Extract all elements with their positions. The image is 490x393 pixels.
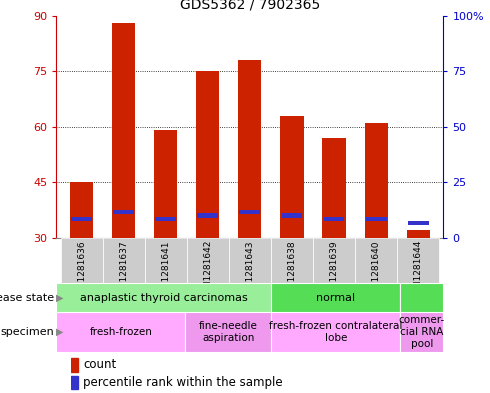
Text: GSM1281637: GSM1281637 — [119, 240, 128, 301]
Bar — [112, 23, 135, 238]
Bar — [323, 217, 344, 222]
Bar — [70, 182, 93, 238]
Text: GSM1281638: GSM1281638 — [288, 240, 296, 301]
Bar — [185, 312, 271, 352]
Text: commer-
cial RNA
pool: commer- cial RNA pool — [399, 316, 445, 349]
Bar — [355, 238, 397, 283]
Bar — [271, 238, 313, 283]
Text: GSM1281640: GSM1281640 — [371, 240, 381, 301]
Bar — [187, 238, 229, 283]
Text: GSM1281642: GSM1281642 — [203, 240, 212, 300]
Bar — [71, 358, 78, 372]
Bar — [229, 238, 271, 283]
Bar — [61, 238, 102, 283]
Text: fine-needle
aspiration: fine-needle aspiration — [199, 321, 258, 343]
Bar — [240, 209, 260, 214]
Bar — [322, 138, 345, 238]
Bar — [145, 238, 187, 283]
Bar — [102, 238, 145, 283]
Bar — [154, 130, 177, 238]
Text: ▶: ▶ — [56, 293, 63, 303]
Text: fresh-frozen contralateral
lobe: fresh-frozen contralateral lobe — [269, 321, 403, 343]
Title: GDS5362 / 7902365: GDS5362 / 7902365 — [180, 0, 320, 12]
Bar — [282, 213, 302, 218]
Bar — [238, 60, 262, 238]
Text: specimen: specimen — [0, 327, 54, 337]
Bar — [400, 283, 443, 312]
Bar — [113, 209, 134, 214]
Text: GSM1281641: GSM1281641 — [161, 240, 170, 301]
Bar — [197, 213, 218, 218]
Bar — [196, 71, 220, 238]
Text: anaplastic thyroid carcinomas: anaplastic thyroid carcinomas — [80, 293, 248, 303]
Bar — [71, 217, 92, 222]
Bar — [56, 283, 271, 312]
Text: GSM1281639: GSM1281639 — [330, 240, 339, 301]
Bar — [313, 238, 355, 283]
Bar — [408, 221, 429, 225]
Text: ▶: ▶ — [56, 327, 63, 337]
Bar — [56, 312, 185, 352]
Bar — [365, 123, 388, 238]
Text: normal: normal — [317, 293, 355, 303]
Bar — [366, 217, 387, 222]
Text: percentile rank within the sample: percentile rank within the sample — [83, 376, 283, 389]
Text: disease state: disease state — [0, 293, 54, 303]
Bar — [397, 238, 439, 283]
Bar — [400, 312, 443, 352]
Bar — [271, 312, 400, 352]
Bar — [155, 217, 176, 222]
Text: count: count — [83, 358, 117, 371]
Text: GSM1281636: GSM1281636 — [77, 240, 86, 301]
Text: GSM1281644: GSM1281644 — [414, 240, 423, 300]
Bar — [407, 230, 430, 238]
Bar — [280, 116, 303, 238]
Bar — [71, 376, 78, 389]
Text: GSM1281643: GSM1281643 — [245, 240, 254, 301]
Bar — [271, 283, 400, 312]
Text: fresh-frozen: fresh-frozen — [90, 327, 152, 337]
